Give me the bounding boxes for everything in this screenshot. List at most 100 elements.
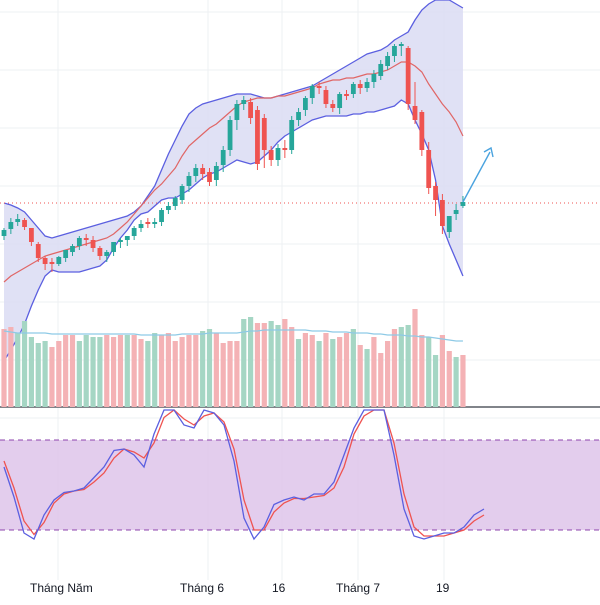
volume-bar: [275, 325, 281, 407]
candle-body: [460, 202, 466, 206]
volume-bar: [391, 329, 398, 407]
candle-body: [83, 238, 89, 240]
volume-bar: [220, 343, 226, 407]
volume-bar: [56, 341, 62, 407]
volume-bar: [117, 335, 124, 407]
volume-bar: [337, 337, 343, 407]
x-tick-label: 16: [272, 581, 286, 595]
stochastic-d-line: [3, 409, 485, 537]
stochastic-pane: [0, 409, 600, 541]
candle-body: [330, 104, 336, 108]
volume-bar: [453, 357, 459, 407]
candle-body: [412, 106, 418, 120]
stochastic-band: [0, 440, 600, 530]
candle-body: [398, 44, 404, 46]
candle-body: [172, 198, 178, 206]
candle-body: [22, 220, 27, 227]
volume-bar: [1, 329, 7, 407]
candle-body: [8, 222, 14, 229]
candle-body: [118, 240, 123, 242]
volume-bar: [241, 319, 247, 407]
candle-body: [186, 176, 192, 186]
candle-body: [159, 210, 164, 222]
volume-bar: [282, 319, 288, 407]
candle-body: [15, 219, 21, 222]
volume-bar: [90, 337, 96, 407]
bollinger-bands: [0, 0, 600, 362]
volume-bar: [330, 339, 336, 407]
candle-body: [309, 86, 315, 98]
volume-bar: [405, 325, 411, 407]
bollinger-fill: [4, 0, 463, 361]
volume-bar: [357, 345, 363, 407]
volume-bar: [21, 321, 28, 407]
candle-body: [241, 100, 247, 104]
volume-bar: [8, 327, 14, 407]
candle-body: [303, 98, 308, 110]
candle-body: [275, 148, 281, 160]
candle-body: [213, 166, 219, 180]
x-tick-label: Tháng 7: [336, 581, 380, 595]
volume-bar: [200, 331, 206, 407]
candle-body: [227, 120, 233, 150]
candle-body: [90, 240, 96, 248]
volume-bar: [371, 337, 377, 407]
volume-bar: [254, 323, 261, 407]
candle-body: [392, 46, 397, 56]
candle-body: [337, 94, 343, 108]
volume-bar: [152, 333, 158, 407]
volume-bar: [426, 337, 432, 407]
volume-bar: [97, 337, 103, 407]
candle-body: [29, 228, 34, 242]
volume-bar: [364, 349, 370, 407]
candle-body: [289, 120, 295, 150]
volume-bar: [15, 333, 21, 407]
candle-body: [166, 206, 171, 210]
candle-body: [378, 64, 384, 76]
forecast-arrow-head: [483, 146, 494, 158]
candle-body: [446, 216, 452, 232]
volume-bar: [378, 353, 384, 407]
candle-body: [207, 172, 212, 182]
volume-bar: [261, 323, 267, 407]
volume-bar: [343, 333, 350, 407]
candle-body: [316, 86, 322, 88]
candle-body: [70, 246, 75, 252]
candle-body: [296, 112, 301, 120]
volume-bar: [309, 335, 315, 407]
volume-bar: [83, 335, 89, 407]
volume-bar: [385, 341, 391, 407]
candle-body: [371, 74, 377, 82]
volume-bar: [63, 335, 69, 407]
volume-bar: [131, 335, 137, 407]
candle-body: [440, 200, 445, 226]
volume-bar: [234, 341, 240, 407]
volume-bar: [432, 355, 439, 407]
volume-bar: [186, 335, 192, 407]
candle-body: [220, 150, 226, 165]
candle-body: [193, 168, 199, 176]
candle-body: [261, 118, 267, 150]
candle-body: [453, 210, 459, 214]
candle-body: [433, 186, 438, 200]
volume-bar: [158, 335, 165, 407]
candle-body: [248, 102, 253, 118]
volume-bar: [76, 341, 82, 407]
candle-body: [63, 250, 69, 258]
candle-body: [1, 230, 7, 236]
volume-bar: [111, 337, 117, 407]
candle-body: [179, 186, 185, 200]
volume-pane: [1, 309, 466, 407]
candle-body: [364, 82, 370, 88]
volume-bar: [138, 339, 144, 407]
volume-bar: [172, 341, 178, 407]
volume-bar: [302, 333, 308, 407]
stochastic-k-line: [3, 409, 485, 541]
candle-body: [138, 224, 144, 228]
volume-bar: [227, 341, 233, 407]
candle-body: [104, 252, 110, 256]
volume-bar: [165, 333, 171, 407]
time-axis: Tháng Năm Tháng 6 16 Tháng 7 19: [30, 581, 450, 595]
